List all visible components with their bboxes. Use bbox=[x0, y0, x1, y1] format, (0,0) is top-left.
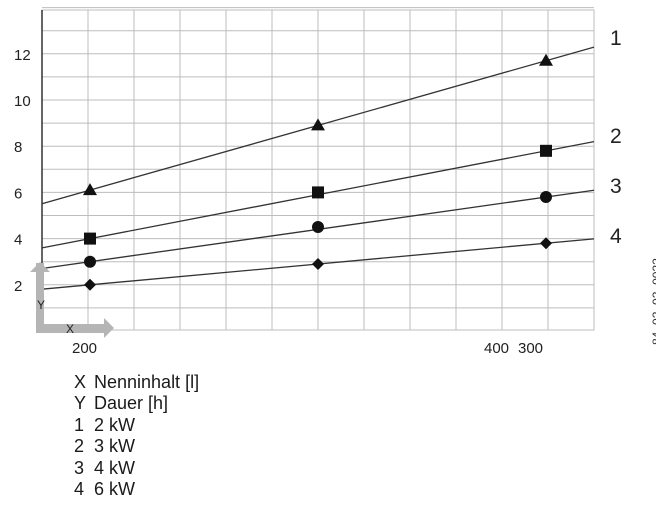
axis-corner: YX bbox=[30, 262, 114, 338]
marker-square bbox=[540, 144, 552, 157]
axis-arrow-right bbox=[104, 318, 114, 338]
series-label-4: 4 bbox=[610, 225, 622, 248]
marker-triangle bbox=[539, 53, 553, 66]
y-tick-label: 8 bbox=[14, 139, 22, 156]
y-tick-label: 4 bbox=[14, 232, 22, 249]
legend-row-y: Y Dauer [h] bbox=[74, 393, 199, 414]
legend-text: 3 kW bbox=[94, 436, 136, 457]
y-axis-letter: Y bbox=[37, 298, 45, 312]
legend-key: 2 bbox=[74, 436, 85, 457]
legend-text: Dauer [h] bbox=[94, 393, 169, 414]
y-tick-label: 2 bbox=[14, 278, 22, 295]
marker-square bbox=[84, 232, 96, 245]
marker-circle bbox=[84, 255, 96, 268]
legend-key: 1 bbox=[74, 414, 85, 435]
legend-text: 4 kW bbox=[94, 457, 136, 478]
marker-diamond bbox=[312, 258, 324, 271]
y-tick-label: 10 bbox=[14, 93, 31, 110]
legend-row-x: X Nenninhalt [l] bbox=[74, 372, 199, 393]
series-label-3: 3 bbox=[610, 175, 622, 198]
marker-circle bbox=[540, 191, 552, 204]
legend: X Nenninhalt [l] Y Dauer [h] 1 2 kW 2 3 kW 3… bbox=[74, 372, 199, 500]
axis-arrow-up bbox=[30, 262, 50, 272]
y-tick-label: 12 bbox=[14, 47, 31, 64]
x-tick-label: 200 bbox=[72, 340, 97, 357]
legend-text: Nenninhalt [l] bbox=[94, 372, 200, 392]
chart-markers bbox=[83, 53, 553, 291]
series-label-2: 2 bbox=[610, 125, 622, 148]
marker-circle bbox=[312, 221, 324, 234]
marker-diamond bbox=[540, 237, 552, 250]
series-label-1: 1 bbox=[610, 27, 622, 50]
marker-square bbox=[312, 186, 324, 199]
marker-triangle bbox=[311, 118, 325, 131]
axis-corner-horizontal bbox=[36, 324, 108, 333]
x-tick-label: 300 bbox=[518, 340, 543, 357]
y-tick-label: 6 bbox=[14, 185, 22, 202]
legend-row-3: 3 4 kW bbox=[74, 458, 199, 479]
legend-key: 3 bbox=[74, 457, 85, 478]
legend-row-2: 2 3 kW bbox=[74, 436, 199, 457]
legend-row-4: 4 6 kW bbox=[74, 479, 199, 500]
x-axis-letter: X bbox=[66, 322, 74, 336]
legend-key: Y bbox=[74, 393, 87, 414]
legend-row-1: 1 2 kW bbox=[74, 415, 199, 436]
axis-corner-vertical bbox=[36, 263, 44, 333]
legend-key: 4 bbox=[74, 479, 85, 500]
marker-diamond bbox=[84, 278, 96, 291]
legend-key: X bbox=[74, 372, 87, 392]
marker-triangle bbox=[83, 183, 97, 196]
chart-tick-labels: 2 4 6 8 10 12 200 400 300 bbox=[14, 47, 543, 357]
legend-text: 2 kW bbox=[94, 414, 136, 435]
figure-id: 84_02_02_0022 bbox=[650, 258, 656, 345]
series-labels: 1 2 3 4 bbox=[610, 27, 622, 248]
x-tick-label: 400 bbox=[484, 340, 509, 357]
legend-text: 6 kW bbox=[94, 479, 136, 500]
